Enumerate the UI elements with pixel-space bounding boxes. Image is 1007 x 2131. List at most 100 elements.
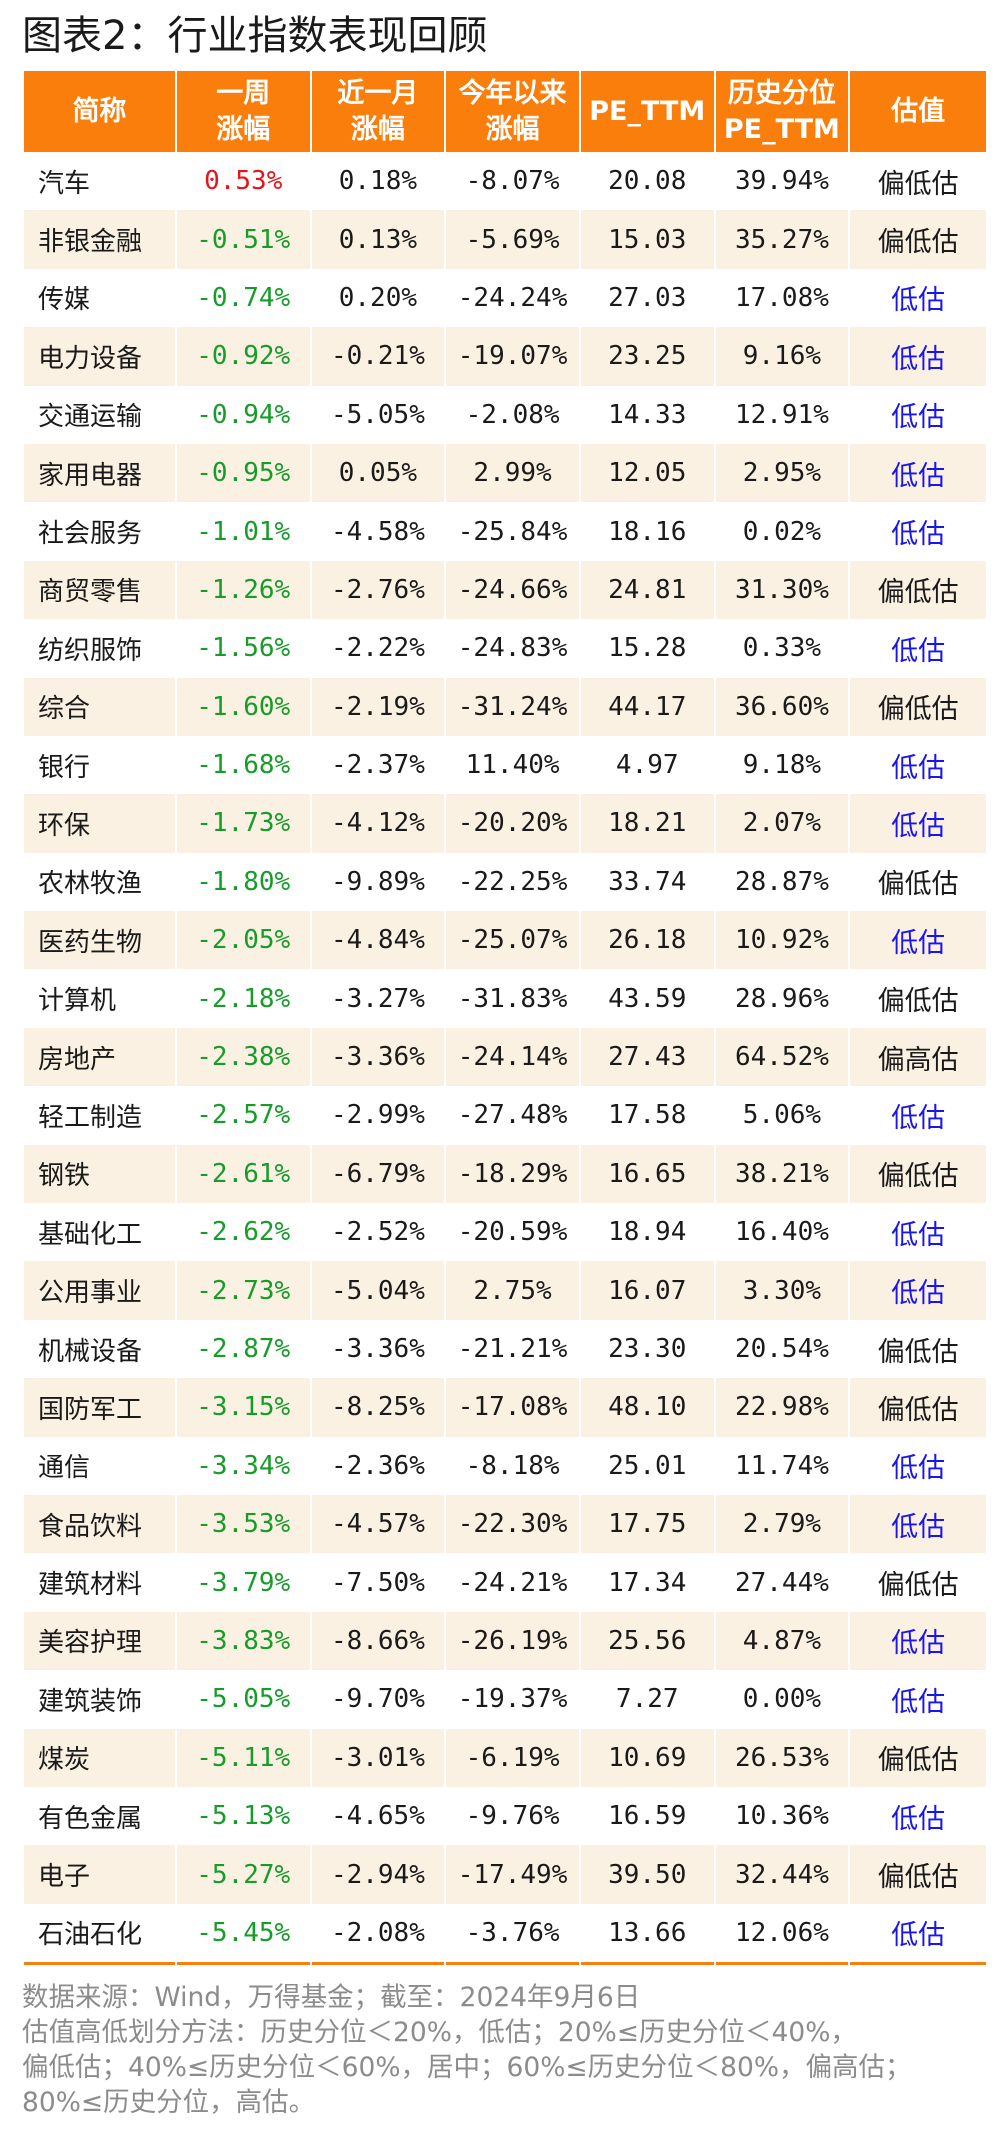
month-change-cell: -3.36% bbox=[311, 1027, 445, 1087]
ytd-change-cell: 2.75% bbox=[446, 1261, 579, 1320]
month-change-cell: 0.13% bbox=[311, 210, 445, 269]
ytd-change-cell: 11.40% bbox=[446, 735, 579, 795]
week-change-cell: -3.53% bbox=[176, 1494, 310, 1554]
ytd-change-cell: -18.29% bbox=[446, 1144, 579, 1204]
valuation-cell: 低估 bbox=[850, 268, 986, 328]
table-row: 钢铁 -2.61% -6.79% -18.29% 16.65 38.21% 偏低估 bbox=[24, 1144, 986, 1204]
pe-percentile-cell: 39.94% bbox=[715, 152, 849, 211]
table-row: 银行 -1.68% -2.37% 11.40% 4.97 9.18% 低估 bbox=[24, 735, 986, 795]
pe-percentile-cell: 0.02% bbox=[715, 502, 849, 561]
pe-ttm-cell: 4.97 bbox=[580, 735, 714, 795]
week-change-cell: -1.68% bbox=[176, 735, 310, 795]
pe-ttm-cell: 25.56 bbox=[580, 1611, 714, 1671]
pe-percentile-cell: 64.52% bbox=[715, 1027, 849, 1087]
industry-name-cell: 综合 bbox=[24, 677, 175, 736]
table-row: 社会服务 -1.01% -4.58% -25.84% 18.16 0.02% 低估 bbox=[24, 502, 986, 561]
pe-ttm-cell: 27.43 bbox=[580, 1027, 714, 1087]
table-row: 煤炭 -5.11% -3.01% -6.19% 10.69 26.53% 偏低估 bbox=[24, 1728, 986, 1787]
table-row: 有色金属 -5.13% -4.65% -9.76% 16.59 10.36% 低估 bbox=[24, 1786, 986, 1846]
industry-name-cell: 社会服务 bbox=[24, 502, 175, 561]
week-change-cell: -0.95% bbox=[176, 443, 310, 503]
industry-index-table: 简称 一周 涨幅 近一月 涨幅 今年以来 涨幅 PE_TTM 历史分位 PE_TTM 估值 汽车 0.… bbox=[22, 71, 988, 1966]
ytd-change-cell: -2.08% bbox=[446, 385, 579, 444]
pe-ttm-cell: 43.59 bbox=[580, 969, 714, 1028]
pe-ttm-cell: 20.08 bbox=[580, 152, 714, 211]
ytd-change-cell: -21.21% bbox=[446, 1319, 579, 1379]
table-row: 农林牧渔 -1.80% -9.89% -22.25% 33.74 28.87% 偏低估 bbox=[24, 852, 986, 912]
industry-name-cell: 农林牧渔 bbox=[24, 852, 175, 912]
week-change-cell: -5.05% bbox=[176, 1670, 310, 1729]
industry-name-cell: 国防军工 bbox=[24, 1378, 175, 1437]
valuation-cell: 偏低估 bbox=[850, 1553, 986, 1612]
week-change-cell: -2.18% bbox=[176, 969, 310, 1028]
pe-percentile-cell: 28.96% bbox=[715, 969, 849, 1028]
industry-name-cell: 钢铁 bbox=[24, 1144, 175, 1204]
month-change-cell: -4.58% bbox=[311, 502, 445, 561]
week-change-cell: -1.73% bbox=[176, 794, 310, 853]
industry-name-cell: 电力设备 bbox=[24, 327, 175, 386]
ytd-change-cell: -9.76% bbox=[446, 1786, 579, 1846]
week-change-cell: -1.56% bbox=[176, 619, 310, 678]
ytd-change-cell: -31.24% bbox=[446, 677, 579, 736]
month-change-cell: -4.57% bbox=[311, 1494, 445, 1554]
valuation-cell: 偏低估 bbox=[850, 560, 986, 620]
month-change-cell: -2.76% bbox=[311, 560, 445, 620]
pe-ttm-cell: 12.05 bbox=[580, 443, 714, 503]
valuation-cell: 偏低估 bbox=[850, 210, 986, 269]
valuation-cell: 低估 bbox=[850, 735, 986, 795]
table-body: 汽车 0.53% 0.18% -8.07% 20.08 39.94% 偏低估 非银金融 -0.5… bbox=[24, 152, 986, 1966]
week-change-cell: -3.15% bbox=[176, 1378, 310, 1437]
week-change-cell: -2.87% bbox=[176, 1319, 310, 1379]
week-change-cell: -5.45% bbox=[176, 1903, 310, 1966]
industry-name-cell: 商贸零售 bbox=[24, 560, 175, 620]
table-row: 交通运输 -0.94% -5.05% -2.08% 14.33 12.91% 低估 bbox=[24, 385, 986, 444]
ytd-change-cell: -3.76% bbox=[446, 1903, 579, 1966]
pe-percentile-cell: 2.07% bbox=[715, 794, 849, 853]
ytd-change-cell: -19.07% bbox=[446, 327, 579, 386]
month-change-cell: -3.36% bbox=[311, 1319, 445, 1379]
table-row: 建筑装饰 -5.05% -9.70% -19.37% 7.27 0.00% 低估 bbox=[24, 1670, 986, 1729]
week-change-cell: -5.11% bbox=[176, 1728, 310, 1787]
valuation-cell: 偏低估 bbox=[850, 1845, 986, 1904]
industry-name-cell: 通信 bbox=[24, 1436, 175, 1495]
ytd-change-cell: -22.25% bbox=[446, 852, 579, 912]
industry-name-cell: 纺织服饰 bbox=[24, 619, 175, 678]
valuation-cell: 低估 bbox=[850, 1786, 986, 1846]
valuation-cell: 偏低估 bbox=[850, 969, 986, 1028]
pe-ttm-cell: 24.81 bbox=[580, 560, 714, 620]
pe-percentile-cell: 5.06% bbox=[715, 1086, 849, 1145]
pe-percentile-cell: 36.60% bbox=[715, 677, 849, 736]
column-header: 简称 bbox=[24, 71, 175, 152]
pe-ttm-cell: 7.27 bbox=[580, 1670, 714, 1729]
ytd-change-cell: -17.08% bbox=[446, 1378, 579, 1437]
month-change-cell: -6.79% bbox=[311, 1144, 445, 1204]
pe-percentile-cell: 12.06% bbox=[715, 1903, 849, 1966]
table-row: 家用电器 -0.95% 0.05% 2.99% 12.05 2.95% 低估 bbox=[24, 443, 986, 503]
table-row: 美容护理 -3.83% -8.66% -26.19% 25.56 4.87% 低估 bbox=[24, 1611, 986, 1671]
pe-percentile-cell: 26.53% bbox=[715, 1728, 849, 1787]
week-change-cell: -3.83% bbox=[176, 1611, 310, 1671]
footnote-line: 偏低估；40%≤历史分位＜60%，居中；60%≤历史分位＜80%，偏高估； bbox=[22, 2052, 912, 2083]
pe-ttm-cell: 18.94 bbox=[580, 1203, 714, 1262]
ytd-change-cell: -8.07% bbox=[446, 152, 579, 211]
valuation-cell: 低估 bbox=[850, 327, 986, 386]
industry-name-cell: 汽车 bbox=[24, 152, 175, 211]
pe-percentile-cell: 35.27% bbox=[715, 210, 849, 269]
table-row: 环保 -1.73% -4.12% -20.20% 18.21 2.07% 低估 bbox=[24, 794, 986, 853]
valuation-cell: 低估 bbox=[850, 911, 986, 970]
pe-percentile-cell: 3.30% bbox=[715, 1261, 849, 1320]
column-header: 估值 bbox=[850, 71, 986, 152]
table-row: 医药生物 -2.05% -4.84% -25.07% 26.18 10.92% 低估 bbox=[24, 911, 986, 970]
industry-name-cell: 银行 bbox=[24, 735, 175, 795]
pe-percentile-cell: 2.95% bbox=[715, 443, 849, 503]
month-change-cell: -2.36% bbox=[311, 1436, 445, 1495]
pe-percentile-cell: 16.40% bbox=[715, 1203, 849, 1262]
ytd-change-cell: -8.18% bbox=[446, 1436, 579, 1495]
industry-name-cell: 公用事业 bbox=[24, 1261, 175, 1320]
week-change-cell: -5.13% bbox=[176, 1786, 310, 1846]
valuation-cell: 低估 bbox=[850, 385, 986, 444]
month-change-cell: -3.01% bbox=[311, 1728, 445, 1787]
pe-ttm-cell: 48.10 bbox=[580, 1378, 714, 1437]
valuation-cell: 偏低估 bbox=[850, 1319, 986, 1379]
pe-ttm-cell: 15.28 bbox=[580, 619, 714, 678]
